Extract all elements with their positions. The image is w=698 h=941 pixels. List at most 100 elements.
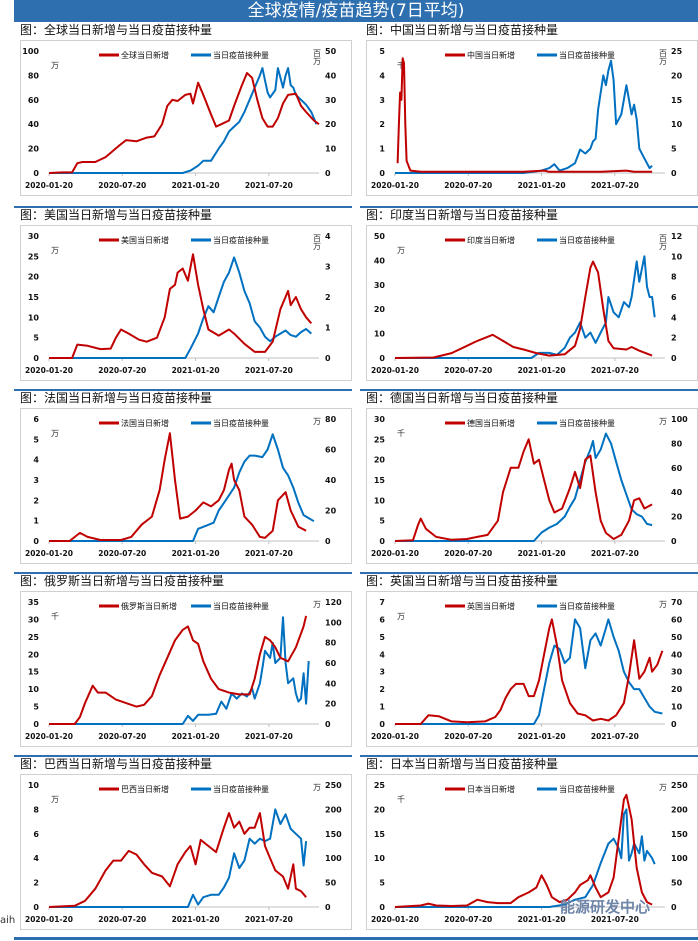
y-tick-label: 6 [379, 615, 385, 624]
legend-label-vaccine: 当日疫苗接种量 [213, 784, 269, 794]
y-tick-label: 10 [374, 496, 386, 505]
y-tick-label: 20 [28, 650, 40, 659]
y-tick-label: 5 [33, 435, 39, 444]
y2-tick-label: 100 [325, 854, 342, 863]
chart-title: 图：俄罗斯当日新增与当日疫苗接种量 [20, 574, 225, 588]
y2-tick-label: 0 [671, 354, 677, 363]
x-tick-label: 2020-07-20 [444, 366, 492, 375]
legend-label-cases: 法国当日新增 [121, 418, 169, 428]
y2-tick-label: 100 [671, 415, 688, 424]
y-tick-label: 40 [374, 256, 386, 265]
left-unit-label: 万 [51, 429, 60, 438]
y-tick-label: 5 [33, 334, 39, 343]
y2-tick-label: 0 [671, 537, 677, 546]
y-tick-label: 60 [28, 96, 40, 105]
y-tick-label: 15 [28, 668, 40, 677]
chart-svg: 0 5 10 15 20 25 30 35 0 20 40 60 80 100 120 千 万 2020-01-2… [25, 598, 342, 741]
x-tick-label: 2021-01-20 [518, 732, 566, 741]
right-unit-label: 万 [313, 417, 322, 426]
right-unit-label: 百万 [313, 49, 322, 66]
y-tick-label: 5 [379, 517, 385, 526]
y-tick-label: 3 [33, 476, 39, 485]
x-tick-label: 2020-01-20 [25, 732, 73, 741]
y2-tick-label: 1 [325, 324, 331, 333]
legend-label-cases: 英国当日新增 [467, 601, 515, 611]
left-unit-label: 万 [51, 795, 60, 804]
chart-area: 0 1 2 3 4 5 6 7 0 10 20 30 40 50 60 70 万万 2020-01-20 2020-… [366, 591, 698, 747]
chart-title: 图：全球当日新增与当日疫苗接种量 [20, 23, 213, 37]
y-tick-label: 2 [379, 685, 385, 694]
chart-title: 图：印度当日新增与当日疫苗接种量 [366, 208, 559, 222]
legend-label-vaccine: 当日疫苗接种量 [559, 50, 615, 60]
y-tick-label: 25 [28, 633, 40, 642]
y-tick-label: 10 [28, 685, 40, 694]
chart-area: 0 5 10 15 20 25 0 50 100 150 200 250 千万 2020-01-20 202… [366, 774, 698, 930]
y-tick-label: 10 [374, 330, 386, 339]
x-tick-label: 2021-07-20 [591, 915, 639, 924]
x-tick-label: 2021-01-20 [518, 915, 566, 924]
x-tick-label: 2021-01-20 [172, 181, 220, 190]
legend-label-vaccine: 当日疫苗接种量 [213, 601, 269, 611]
chart-title: 图：德国当日新增与当日疫苗接种量 [366, 391, 559, 405]
y2-tick-label: 50 [671, 633, 683, 642]
chart-title: 图：美国当日新增与当日疫苗接种量 [20, 208, 213, 222]
y-tick-label: 1 [33, 517, 39, 526]
y-tick-label: 5 [379, 47, 385, 56]
chart-title: 图：法国当日新增与当日疫苗接种量 [20, 391, 213, 405]
panel-divider [360, 572, 698, 574]
legend-label-cases: 俄罗斯当日新增 [121, 601, 177, 611]
y2-tick-label: 20 [325, 120, 337, 129]
y2-tick-label: 20 [671, 685, 683, 694]
x-tick-label: 2020-07-20 [98, 181, 146, 190]
y-tick-label: 25 [374, 781, 386, 790]
y-tick-label: 0 [33, 720, 39, 729]
x-tick-label: 2021-01-20 [172, 366, 220, 375]
series-line-cases [49, 615, 308, 725]
x-tick-label: 2020-07-20 [444, 549, 492, 558]
chart-area: 0 5 10 15 20 25 30 0 1 2 3 4 万 百万 2020-01-20 2020-07-20… [20, 225, 352, 381]
y-tick-label: 0 [379, 537, 385, 546]
panel-divider [14, 572, 352, 574]
y2-tick-label: 80 [671, 439, 683, 448]
y2-tick-label: 150 [325, 830, 342, 839]
x-tick-label: 2021-07-20 [591, 732, 639, 741]
legend-label-cases: 印度当日新增 [467, 235, 515, 245]
series-line-vaccine [49, 808, 308, 908]
y-tick-label: 0 [33, 537, 39, 546]
y2-tick-label: 20 [671, 71, 683, 80]
legend-label-cases: 巴西当日新增 [121, 784, 169, 794]
left-unit-label: 万 [51, 246, 60, 255]
y-tick-label: 15 [28, 293, 40, 302]
left-unit-label: 千 [397, 428, 406, 438]
y2-tick-label: 50 [671, 879, 683, 888]
x-tick-label: 2021-01-20 [172, 732, 220, 741]
x-tick-label: 2020-01-20 [25, 915, 73, 924]
bottom-divider [14, 937, 698, 940]
y-tick-label: 0 [379, 903, 385, 912]
y2-tick-label: 2 [325, 293, 331, 302]
x-tick-label: 2020-01-20 [371, 366, 419, 375]
y-tick-label: 15 [374, 830, 386, 839]
legend-label-cases: 美国当日新增 [121, 235, 169, 245]
x-tick-label: 2020-07-20 [444, 732, 492, 741]
legend-label-vaccine: 当日疫苗接种量 [559, 784, 615, 794]
panel-divider [14, 206, 352, 208]
x-tick-label: 2021-01-20 [518, 181, 566, 190]
y2-tick-label: 30 [325, 96, 337, 105]
y-tick-label: 1 [379, 703, 385, 712]
y2-tick-label: 40 [325, 679, 337, 688]
legend-label-cases: 日本当日新增 [467, 784, 515, 794]
y2-tick-label: 0 [325, 537, 331, 546]
series-line-vaccine [49, 616, 310, 725]
panel-divider [360, 755, 698, 757]
series-line-vaccine [395, 255, 656, 359]
y2-tick-label: 80 [325, 639, 337, 648]
series-line-vaccine [395, 808, 656, 908]
series-line-cases [48, 812, 307, 908]
y2-tick-label: 25 [671, 47, 683, 56]
y2-tick-label: 6 [671, 293, 677, 302]
y-tick-label: 5 [379, 633, 385, 642]
legend-label-vaccine: 当日疫苗接种量 [213, 418, 269, 428]
